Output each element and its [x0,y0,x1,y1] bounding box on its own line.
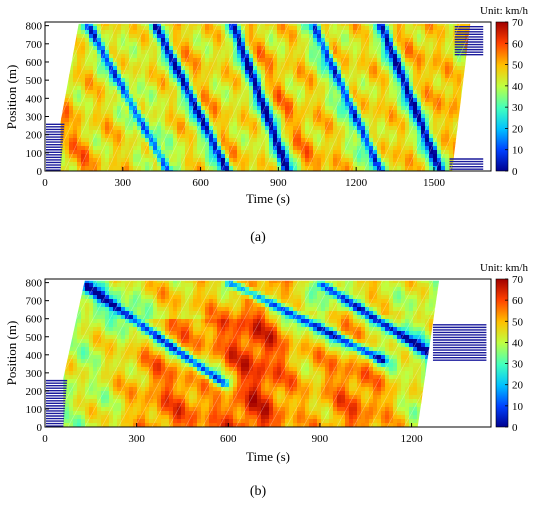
y-tick-label: 700 [26,39,43,51]
speed-field-b [63,280,440,427]
y-tick-label: 0 [37,422,43,434]
y-tick-label: 0 [37,166,43,178]
y-tick-label: 300 [26,368,43,380]
y-tick-label: 200 [26,130,43,142]
y-tick-label: 100 [26,148,43,160]
colorbar-tick-label: 60 [512,38,524,50]
x-tick-label: 1200 [345,177,368,189]
x-tick-label: 600 [192,177,209,189]
x-tick-label: 0 [42,433,48,445]
y-axis-a: 0 100 200 300 400 500 600 700 800 [26,21,49,178]
colorbar-tick-label: 30 [512,102,524,114]
colorbar-unit-b: Unit: km/h [480,262,528,274]
colorbar-tick-label: 30 [512,359,524,371]
colorbar-tick-label: 10 [512,401,524,413]
x-tick-label: 900 [312,433,329,445]
x-tick-label: 900 [270,177,287,189]
y-axis-label-b: Position (m) [4,321,19,386]
x-axis-label-a: Time (s) [246,191,290,206]
x-tick-label: 300 [128,433,145,445]
y-tick-label: 200 [26,386,43,398]
colorbar-tick-label: 50 [512,60,524,72]
y-tick-label: 800 [26,21,43,33]
colorbar-unit-a: Unit: km/h [480,5,528,17]
colorbar-tick-label: 0 [512,166,518,178]
x-tick-label: 1200 [401,433,424,445]
y-tick-label: 400 [26,350,43,362]
queue-trajectories-a [46,26,484,171]
y-tick-label: 600 [26,57,43,69]
colorbar-tick-label: 40 [512,81,524,93]
colorbar-scale-a [495,21,509,172]
colorbar-tick-label: 10 [512,145,524,157]
colorbar-tick-label: 70 [512,17,524,29]
colorbar-tick-label: 0 [512,422,518,434]
y-tick-label: 500 [26,332,43,344]
caption-a: (a) [250,230,266,245]
y-axis-label-a: Position (m) [4,65,19,130]
y-tick-label: 600 [26,314,43,326]
y-axis-b: 0 100 200 300 400 500 600 700 800 [26,278,49,434]
x-tick-label: 600 [220,433,237,445]
x-tick-label: 0 [42,177,48,189]
plot-area-a [46,23,484,171]
x-axis-a: 0 300 600 900 1200 1500 [42,167,445,189]
y-tick-label: 100 [26,404,43,416]
plot-frame-a [44,21,492,172]
caption-b: (b) [250,484,267,499]
colorbar-tick-label: 50 [512,316,524,328]
y-tick-label: 500 [26,75,43,87]
x-tick-label: 1500 [423,177,446,189]
x-axis-label-b: Time (s) [246,449,290,464]
colorbar-tick-label: 20 [512,123,524,135]
colorbar-tick-label: 20 [512,380,524,392]
speed-field-a [60,23,471,171]
colorbar-ticks-a: 0 10 20 30 40 50 60 70 [505,17,524,178]
plot-area-b [46,280,487,427]
colorbar-tick-label: 60 [512,295,524,307]
colorbar-b: Unit: km/h 0 10 20 30 40 50 60 70 [480,262,528,434]
plot-frame-b [44,278,492,428]
x-axis-b: 0 300 600 900 1200 [42,423,423,445]
queue-trajectories-b [46,324,487,427]
y-tick-label: 300 [26,111,43,123]
x-tick-label: 300 [115,177,132,189]
colorbar-tick-label: 70 [512,274,524,286]
colorbar-tick-label: 40 [512,337,524,349]
y-tick-label: 700 [26,296,43,308]
colorbar-scale-b [495,278,509,428]
colorbar-a: Unit: km/h 0 10 20 30 40 50 60 70 [480,5,528,178]
y-tick-label: 800 [26,278,43,290]
y-tick-label: 400 [26,93,43,105]
colorbar-ticks-b: 0 10 20 30 40 50 60 70 [505,274,524,434]
